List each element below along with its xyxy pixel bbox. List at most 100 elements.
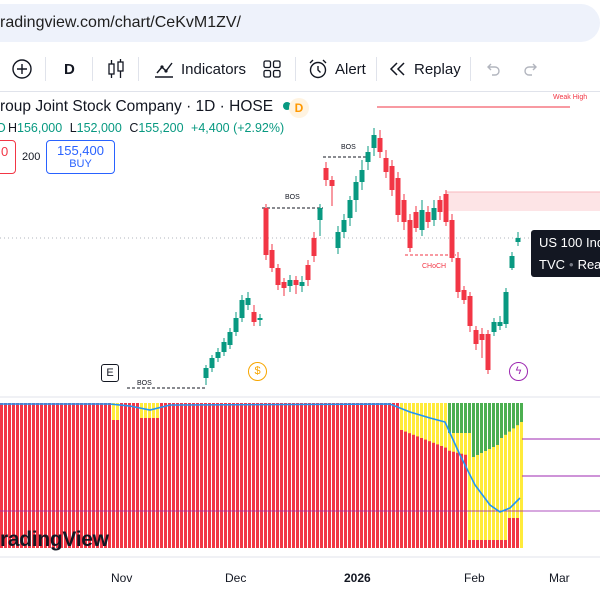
osc-bar: [8, 403, 11, 548]
oscillator-group: [0, 403, 523, 548]
candle-body: [473, 330, 479, 344]
candle-body: [371, 135, 377, 148]
osc-bar: [380, 403, 383, 548]
plus-circle-icon: [12, 59, 32, 79]
rewind-icon: [389, 62, 405, 76]
osc-bar-segment: [152, 403, 155, 418]
osc-bar: [192, 403, 195, 548]
time-label-dec: Dec: [225, 571, 247, 585]
candle-body: [257, 318, 263, 320]
chart-toolbar: D Indicators Alert Replay: [0, 47, 600, 92]
spread-value: 200: [22, 151, 41, 163]
low-label: L: [69, 121, 77, 135]
osc-bar: [228, 403, 231, 548]
browser-address-bar[interactable]: radingview.com/chart/CeKvM1ZV/: [0, 0, 600, 46]
osc-bar: [144, 403, 147, 548]
osc-bar: [60, 403, 63, 548]
osc-bar: [100, 403, 103, 548]
candle-body: [269, 250, 275, 268]
osc-bar: [36, 403, 39, 548]
toolbar-divider: [295, 57, 296, 81]
osc-bar-segment: [456, 403, 459, 433]
osc-bar: [432, 403, 435, 548]
osc-bar: [452, 403, 455, 548]
osc-bar: [264, 403, 267, 548]
buy-button[interactable]: 155,400 BUY: [46, 140, 115, 174]
osc-bar-segment: [436, 403, 439, 445]
osc-bar-segment: [144, 403, 147, 418]
tooltip-exchange: TVC: [539, 257, 565, 272]
sell-button[interactable]: 0: [0, 140, 16, 174]
candle-body: [389, 166, 395, 190]
candle-body: [467, 296, 473, 326]
osc-bar-segment: [492, 540, 495, 548]
osc-bar: [440, 403, 443, 548]
bos-label: BOS: [285, 194, 300, 201]
osc-bar: [12, 403, 15, 548]
url-text[interactable]: radingview.com/chart/CeKvM1ZV/: [0, 14, 241, 31]
candle-body: [443, 194, 449, 222]
candle-body: [359, 170, 365, 182]
interval-button[interactable]: D: [64, 60, 75, 78]
data-delay-badge[interactable]: D: [289, 98, 309, 118]
indicators-button[interactable]: Indicators: [153, 47, 246, 91]
earnings-event-icon[interactable]: E: [101, 364, 119, 382]
osc-bar: [184, 403, 187, 548]
osc-bar-segment: [432, 403, 435, 443]
osc-bar: [296, 403, 299, 548]
osc-bar: [72, 403, 75, 548]
indicators-icon: [155, 62, 173, 78]
osc-bar: [52, 403, 55, 548]
dividend-event-icon[interactable]: $: [248, 362, 267, 381]
candle-body: [233, 318, 239, 332]
osc-bar: [0, 403, 3, 548]
osc-bar: [428, 403, 431, 548]
osc-bar: [236, 403, 239, 548]
symbol-name: roup Joint Stock Company · 1D · HOSE: [0, 98, 274, 115]
alert-button[interactable]: Alert: [307, 47, 366, 91]
layouts-button[interactable]: [262, 47, 282, 91]
osc-bar: [268, 403, 271, 548]
osc-bar-segment: [512, 403, 515, 429]
candle-body: [509, 256, 515, 268]
osc-bar-segment: [424, 403, 427, 440]
osc-bar: [204, 403, 207, 548]
url-field[interactable]: [0, 4, 600, 42]
osc-bar-segment: [156, 403, 159, 418]
candle-body: [455, 258, 461, 292]
osc-bar: [88, 403, 91, 548]
osc-bar: [148, 403, 151, 548]
osc-bar: [488, 403, 491, 548]
indicators-label: Indicators: [181, 60, 247, 78]
osc-bar-segment: [452, 403, 455, 433]
symbol-title[interactable]: roup Joint Stock Company · 1D · HOSE: [0, 98, 294, 116]
osc-bar: [340, 403, 343, 548]
chart-type-button[interactable]: [106, 47, 126, 91]
osc-bar: [168, 403, 171, 548]
candle-body: [239, 300, 245, 318]
osc-bar-segment: [488, 403, 491, 449]
osc-bar: [448, 403, 451, 548]
replay-button[interactable]: Replay: [388, 47, 461, 91]
candle-body: [479, 334, 485, 340]
osc-bar-segment: [516, 518, 519, 548]
redo-button[interactable]: [522, 47, 540, 91]
osc-bar: [240, 403, 243, 548]
osc-bar: [284, 403, 287, 548]
undo-button[interactable]: [484, 47, 502, 91]
add-symbol-button[interactable]: [10, 47, 34, 91]
open-label: O: [0, 121, 6, 135]
osc-bar: [124, 403, 127, 548]
osc-bar: [424, 403, 427, 548]
high-label: H: [8, 121, 18, 135]
candle-body: [245, 298, 251, 305]
osc-bar: [48, 403, 51, 548]
split-event-icon[interactable]: ϟ: [509, 362, 528, 381]
osc-bar: [92, 403, 95, 548]
osc-bar-segment: [400, 403, 403, 430]
osc-bar: [212, 403, 215, 548]
osc-bar: [324, 403, 327, 548]
tradingview-watermark: radingView: [0, 528, 109, 551]
candle-body: [353, 182, 359, 200]
